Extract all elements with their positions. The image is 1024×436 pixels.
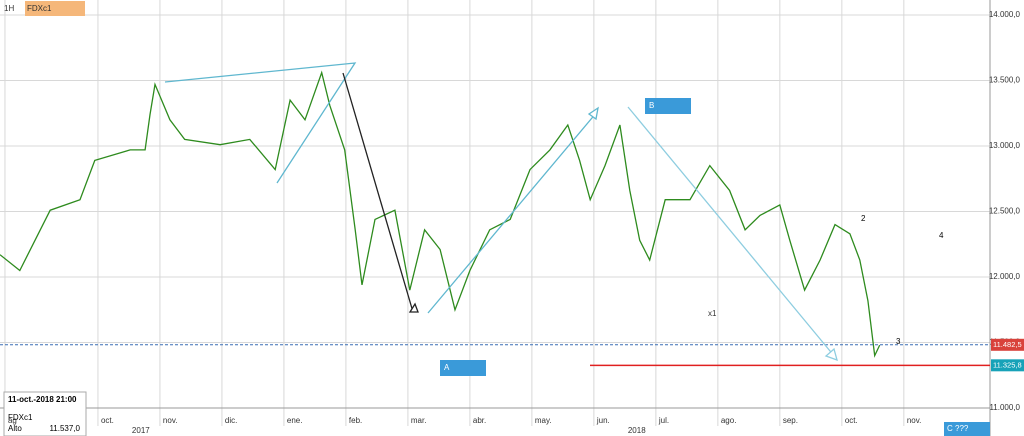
x-tick-label: jul.	[658, 416, 669, 425]
symbol-box	[25, 1, 85, 16]
annotation: A	[444, 363, 450, 372]
price-line	[0, 70, 881, 358]
trend-arrow	[427, 111, 598, 314]
x-tick-label: ag	[8, 416, 17, 425]
x-tick-label: dic.	[225, 416, 237, 425]
level-label-box	[991, 359, 1024, 372]
trend-arrow	[342, 72, 414, 313]
arrow-head	[587, 106, 599, 121]
x-tick-label: feb.	[349, 416, 362, 425]
label-box	[440, 360, 486, 376]
year-label: 2017	[132, 426, 150, 435]
annotation: B	[649, 101, 654, 110]
annotation: 4	[939, 231, 944, 240]
y-tick-label: 14.000,0	[989, 10, 1021, 19]
info-label: Alto	[8, 424, 22, 433]
trend-arrow	[627, 106, 836, 358]
y-tick-label: 12.000,0	[989, 272, 1021, 281]
year-label: 2018	[628, 426, 646, 435]
label-box	[645, 98, 691, 114]
x-tick-label: ago.	[721, 416, 737, 425]
info-box	[3, 391, 87, 436]
y-tick-label: 13.500,0	[989, 76, 1021, 85]
info-value: 11.537,0	[49, 424, 80, 433]
x-tick-label: jun.	[596, 416, 610, 425]
symbol: FDXc1	[27, 4, 52, 13]
y-tick-label: 13.000,0	[989, 141, 1021, 150]
x-tick-label: abr.	[473, 416, 486, 425]
annotation: 2	[861, 214, 866, 223]
x-tick-label: nov.	[163, 416, 178, 425]
level-label: 11.325,8	[993, 360, 1022, 369]
drawings	[164, 62, 838, 362]
x-tick-label: ene.	[287, 416, 303, 425]
x-tick-label: may.	[535, 416, 552, 425]
level-label-box	[991, 338, 1024, 351]
x-tick-label: oct.	[101, 416, 114, 425]
level-label: 11.482,5	[993, 340, 1022, 349]
label-box	[944, 422, 990, 436]
x-tick-label: nov.	[907, 416, 922, 425]
x-tick-label: oct.	[845, 416, 858, 425]
y-tick-label: 11.000,0	[989, 403, 1020, 412]
y-tick-label: 12.500,0	[989, 207, 1021, 216]
annotation: C ???	[947, 424, 969, 433]
annotation: x1	[708, 309, 717, 318]
info-symbol: FDXc1	[8, 413, 33, 422]
x-tick-label: sep.	[783, 416, 798, 425]
timeframe: 1H	[4, 4, 14, 13]
info-date: 11-oct.-2018 21:00	[8, 395, 77, 404]
arrow-head	[408, 302, 419, 313]
x-tick-label: mar.	[411, 416, 427, 425]
grid	[0, 0, 990, 426]
triangle	[164, 62, 357, 184]
annotation: 3	[896, 337, 901, 346]
arrow-head	[824, 347, 838, 362]
